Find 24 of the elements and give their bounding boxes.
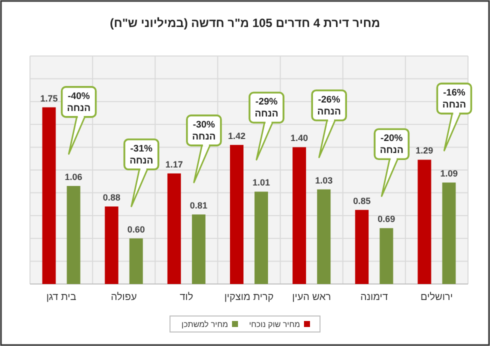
data-label: 1.09 <box>440 168 458 179</box>
data-label: 0.60 <box>127 224 145 234</box>
legend-label: מחיר שוק נוכחי <box>249 320 300 329</box>
x-tick-label: ראש העין <box>292 292 331 303</box>
data-label: 0.69 <box>378 214 396 224</box>
legend-label: מחיר למשתכן <box>182 320 228 329</box>
data-label: 0.81 <box>190 200 208 210</box>
chart-title: מחיר דירת 4 חדרים 105 מ"ר חדשה (במיליוני ש"ח) <box>110 16 380 30</box>
data-label: 1.42 <box>228 130 246 141</box>
data-label: 1.29 <box>416 146 434 156</box>
data-label: 1.06 <box>64 172 82 182</box>
data-label: 1.03 <box>315 175 333 186</box>
data-label: 0.85 <box>353 196 371 206</box>
data-label: 1.17 <box>165 159 183 170</box>
data-label: 0.88 <box>102 192 120 202</box>
x-tick-label: דימונה <box>360 292 388 303</box>
x-tick-label: בית דגן <box>46 292 76 303</box>
x-tick-label: ירושלים <box>420 291 453 303</box>
data-label: 1.75 <box>40 93 58 104</box>
data-label: 1.40 <box>290 133 308 144</box>
x-tick-label: לוד <box>180 291 194 303</box>
data-label: 1.01 <box>252 178 270 188</box>
x-tick-label: קרית מוצקין <box>224 292 274 303</box>
x-tick-label: עפולה <box>110 291 138 303</box>
